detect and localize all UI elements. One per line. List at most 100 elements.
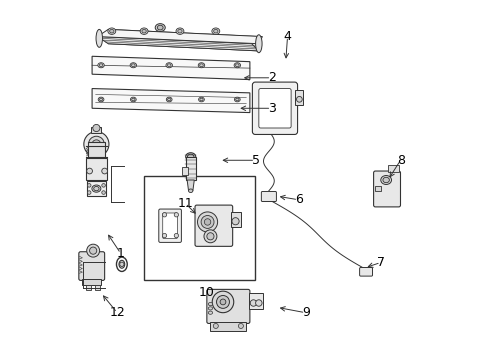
Circle shape [89, 247, 97, 254]
Circle shape [162, 213, 166, 217]
Text: 2: 2 [267, 71, 275, 84]
Ellipse shape [119, 260, 124, 268]
Circle shape [238, 323, 243, 328]
Polygon shape [108, 30, 258, 51]
Bar [294, 90, 302, 105]
FancyBboxPatch shape [206, 289, 249, 323]
Ellipse shape [108, 28, 116, 35]
Text: 4: 4 [283, 30, 291, 43]
Circle shape [88, 136, 104, 152]
Circle shape [83, 132, 109, 157]
Circle shape [204, 219, 210, 225]
Circle shape [220, 299, 225, 305]
Ellipse shape [166, 97, 172, 102]
Circle shape [264, 195, 268, 199]
Ellipse shape [198, 97, 204, 102]
Circle shape [86, 168, 92, 174]
FancyBboxPatch shape [359, 267, 372, 276]
Ellipse shape [94, 186, 99, 191]
Circle shape [86, 244, 100, 257]
Bar [375, 186, 380, 191]
Circle shape [213, 323, 218, 328]
Ellipse shape [157, 25, 163, 30]
Text: 3: 3 [267, 102, 275, 115]
Ellipse shape [109, 30, 114, 33]
Ellipse shape [92, 185, 101, 192]
Ellipse shape [178, 30, 182, 33]
Text: 1: 1 [117, 247, 124, 260]
Circle shape [285, 122, 289, 127]
Ellipse shape [167, 64, 171, 67]
FancyBboxPatch shape [252, 82, 297, 134]
Ellipse shape [99, 64, 102, 67]
Circle shape [255, 300, 262, 306]
Ellipse shape [98, 97, 104, 102]
Bar [249, 293, 262, 309]
Circle shape [203, 230, 217, 243]
Circle shape [250, 300, 256, 306]
Circle shape [269, 195, 272, 199]
Ellipse shape [165, 63, 172, 68]
Text: 7: 7 [376, 256, 385, 269]
FancyBboxPatch shape [258, 89, 290, 128]
Ellipse shape [213, 30, 218, 33]
Ellipse shape [131, 98, 135, 101]
Circle shape [363, 270, 366, 273]
Ellipse shape [234, 97, 240, 102]
Ellipse shape [176, 28, 183, 35]
Ellipse shape [382, 177, 388, 183]
Ellipse shape [185, 153, 195, 161]
Polygon shape [97, 30, 262, 44]
FancyBboxPatch shape [79, 252, 104, 280]
Circle shape [201, 216, 214, 228]
Circle shape [212, 291, 233, 313]
Bar [86, 158, 107, 180]
Ellipse shape [167, 98, 170, 101]
Ellipse shape [200, 98, 203, 101]
Ellipse shape [255, 35, 262, 53]
Circle shape [174, 233, 178, 238]
Ellipse shape [208, 311, 212, 314]
FancyBboxPatch shape [373, 171, 400, 207]
FancyBboxPatch shape [261, 192, 276, 202]
Circle shape [87, 191, 91, 194]
Text: 9: 9 [301, 306, 309, 319]
Ellipse shape [208, 302, 212, 306]
Polygon shape [92, 56, 249, 80]
Circle shape [92, 140, 101, 148]
Bar [231, 212, 241, 226]
Circle shape [87, 184, 91, 187]
Text: 5: 5 [251, 154, 259, 167]
FancyBboxPatch shape [159, 209, 181, 242]
Ellipse shape [198, 63, 204, 68]
Circle shape [102, 168, 107, 174]
Bar [91, 127, 101, 134]
FancyBboxPatch shape [195, 205, 232, 246]
Bar [86, 181, 106, 196]
Ellipse shape [188, 189, 192, 193]
Bar [387, 165, 398, 172]
Polygon shape [92, 89, 249, 113]
Ellipse shape [187, 154, 194, 159]
Ellipse shape [208, 307, 212, 310]
Bar [182, 167, 188, 175]
Text: 11: 11 [177, 197, 193, 210]
Polygon shape [97, 37, 258, 51]
Bar [185, 157, 195, 180]
Bar [144, 176, 255, 280]
Circle shape [102, 184, 105, 187]
Circle shape [174, 213, 178, 217]
Circle shape [197, 212, 217, 232]
Ellipse shape [380, 176, 391, 184]
Circle shape [162, 233, 166, 238]
Polygon shape [187, 180, 194, 191]
Ellipse shape [131, 64, 135, 67]
Text: 12: 12 [109, 306, 125, 319]
Ellipse shape [235, 64, 239, 67]
Text: 10: 10 [199, 287, 214, 300]
Ellipse shape [140, 28, 148, 35]
Ellipse shape [116, 257, 127, 271]
Text: 8: 8 [396, 154, 404, 167]
Circle shape [102, 191, 105, 194]
Circle shape [206, 233, 214, 240]
